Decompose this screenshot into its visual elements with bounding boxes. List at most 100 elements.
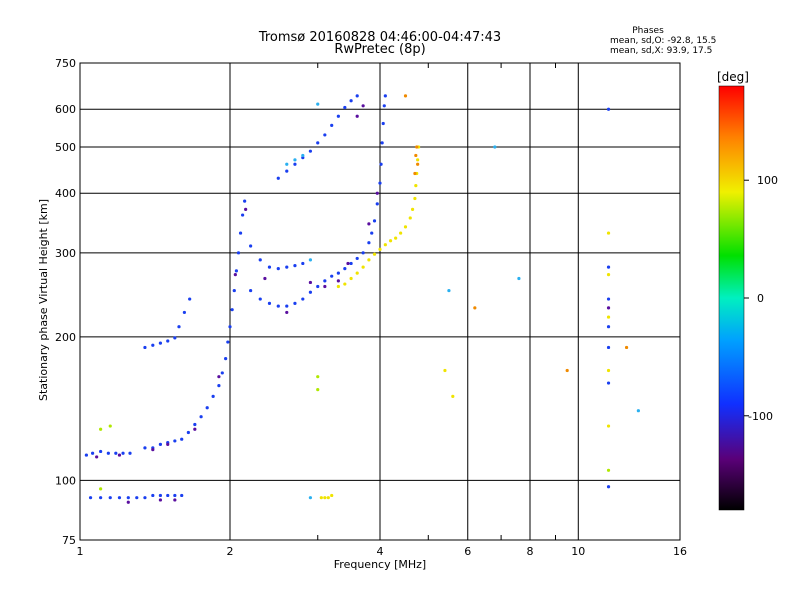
x-tick-label: 2 — [227, 545, 234, 558]
colorbar-unit: [deg] — [717, 70, 749, 84]
data-point — [416, 162, 420, 166]
data-point — [349, 261, 353, 266]
data-point — [343, 105, 347, 110]
phase-stats-o: mean, sd,O: -92.8, 15.5 — [610, 36, 716, 46]
data-point — [381, 121, 385, 126]
data-point — [606, 297, 611, 301]
data-point — [263, 276, 267, 281]
data-point — [217, 375, 221, 379]
data-point — [606, 306, 611, 310]
data-point — [108, 496, 112, 500]
data-point — [606, 485, 611, 489]
data-point — [323, 279, 327, 283]
data-point — [330, 274, 334, 278]
data-point — [234, 269, 238, 273]
data-point — [173, 493, 177, 498]
data-point — [367, 241, 371, 245]
data-point — [166, 493, 170, 498]
data-point — [285, 304, 289, 308]
data-point — [108, 424, 112, 428]
data-point — [143, 345, 147, 350]
data-point — [99, 449, 103, 454]
data-point — [267, 265, 272, 269]
data-point — [394, 236, 398, 240]
colorbar-tick-label: 100 — [757, 174, 778, 187]
data-point — [121, 451, 125, 455]
data-point — [308, 280, 313, 285]
colorbar-tick-label: -100 — [748, 410, 773, 423]
data-point — [379, 162, 383, 166]
data-point — [308, 496, 313, 500]
data-point — [249, 288, 253, 293]
x-tick-label: 10 — [571, 545, 585, 558]
phase-stats-x: mean, sd,X: 93.9, 17.5 — [610, 46, 712, 56]
data-point — [135, 496, 139, 500]
data-point — [117, 453, 122, 457]
data-point — [217, 384, 221, 388]
data-point — [383, 94, 387, 98]
data-point — [308, 258, 313, 262]
data-point — [361, 265, 365, 269]
data-point — [293, 162, 297, 166]
y-axis-label: Stationary phase Virtual Height [km] — [37, 199, 50, 401]
data-point — [241, 213, 245, 217]
data-point — [193, 427, 197, 431]
data-point — [238, 231, 243, 235]
x-tick-label: 6 — [464, 545, 471, 558]
data-point — [403, 225, 408, 229]
data-point — [473, 306, 477, 310]
data-point — [361, 251, 365, 255]
data-point — [326, 496, 330, 500]
data-point — [443, 368, 447, 373]
data-point — [606, 345, 611, 350]
x-tick-label: 16 — [673, 545, 687, 558]
data-point — [606, 265, 611, 269]
data-point — [413, 196, 417, 201]
data-point — [143, 496, 147, 500]
data-point — [323, 133, 327, 137]
data-point — [114, 451, 118, 455]
data-point — [276, 266, 280, 271]
phase-stats-heading: Phases — [632, 26, 664, 36]
data-point — [606, 325, 611, 329]
data-point — [416, 158, 420, 162]
data-point — [186, 430, 190, 435]
data-point — [606, 368, 611, 373]
data-point — [624, 345, 629, 350]
data-point — [91, 451, 95, 455]
data-point — [285, 310, 289, 315]
data-point — [220, 371, 224, 375]
data-point — [349, 276, 353, 281]
data-point — [606, 381, 611, 385]
data-point — [249, 244, 253, 248]
data-point — [211, 394, 215, 399]
data-point — [343, 266, 347, 271]
data-point — [301, 153, 305, 158]
data-point — [308, 149, 313, 153]
data-point — [316, 375, 320, 379]
data-point — [301, 261, 305, 266]
data-point — [166, 339, 170, 343]
colorbar-tick-label: 0 — [757, 292, 764, 305]
data-point — [399, 231, 403, 235]
x-tick-label: 8 — [527, 545, 534, 558]
data-point — [308, 290, 313, 294]
data-point — [355, 114, 359, 118]
data-point — [372, 219, 377, 223]
data-point — [173, 498, 177, 502]
data-point — [378, 247, 382, 251]
data-point — [232, 288, 236, 293]
data-point — [205, 406, 209, 410]
data-point — [126, 496, 130, 500]
data-point — [99, 427, 103, 431]
data-point — [243, 199, 247, 203]
data-point — [173, 336, 177, 340]
data-point — [403, 94, 408, 98]
x-tick-label: 4 — [377, 545, 384, 558]
data-point — [336, 114, 340, 118]
data-point — [228, 325, 232, 329]
data-point — [117, 496, 122, 500]
data-point — [323, 496, 327, 500]
colorbar — [718, 85, 745, 511]
